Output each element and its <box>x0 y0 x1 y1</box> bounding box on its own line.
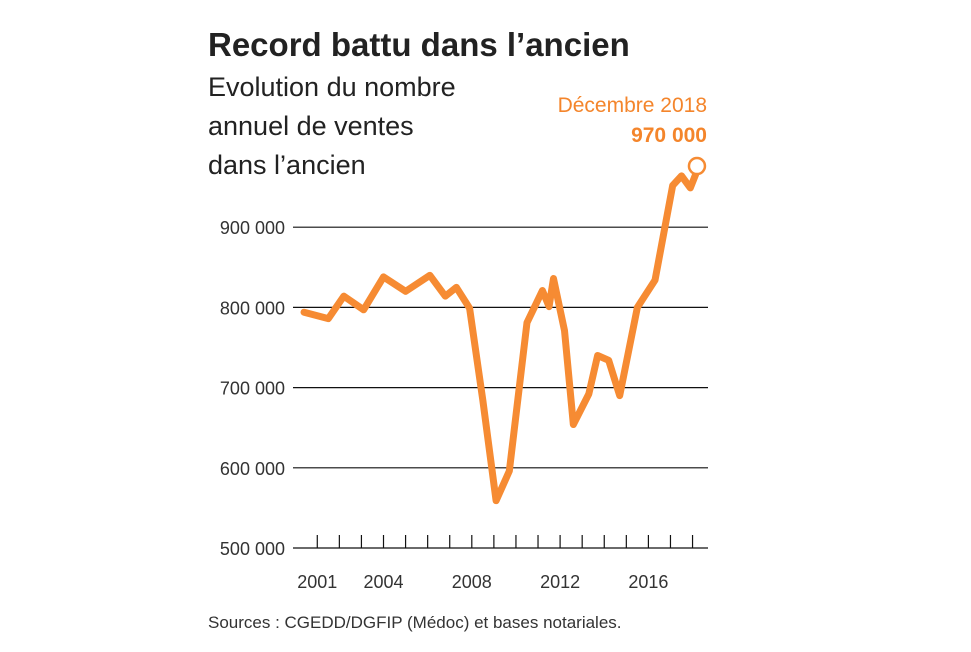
subtitle: dans l’ancien <box>208 150 366 180</box>
source: Sources : CGEDD/DGFIP (Médoc) et bases n… <box>208 613 622 632</box>
x-tick-label: 2012 <box>540 572 580 592</box>
x-tick-label: 2008 <box>452 572 492 592</box>
data-line <box>300 167 701 505</box>
subtitle: Evolution du nombre <box>208 72 456 102</box>
y-tick-label: 800 000 <box>220 298 285 318</box>
annotation: Décembre 2018 <box>558 94 707 117</box>
value-label: 970 000 <box>631 124 707 147</box>
end-marker <box>687 156 707 176</box>
y-tick-label: 600 000 <box>220 459 285 479</box>
y-tick-label: 500 000 <box>220 539 285 559</box>
x-tick-label: 2001 <box>297 572 337 592</box>
y-tick-label: 700 000 <box>220 379 285 399</box>
x-tick-label: 2016 <box>628 572 668 592</box>
chart-title: Record battu dans l’ancien <box>208 26 630 63</box>
x-tick-label: 2004 <box>363 572 403 592</box>
y-tick-label: 900 000 <box>220 218 285 238</box>
subtitle: annuel de ventes <box>208 111 414 141</box>
